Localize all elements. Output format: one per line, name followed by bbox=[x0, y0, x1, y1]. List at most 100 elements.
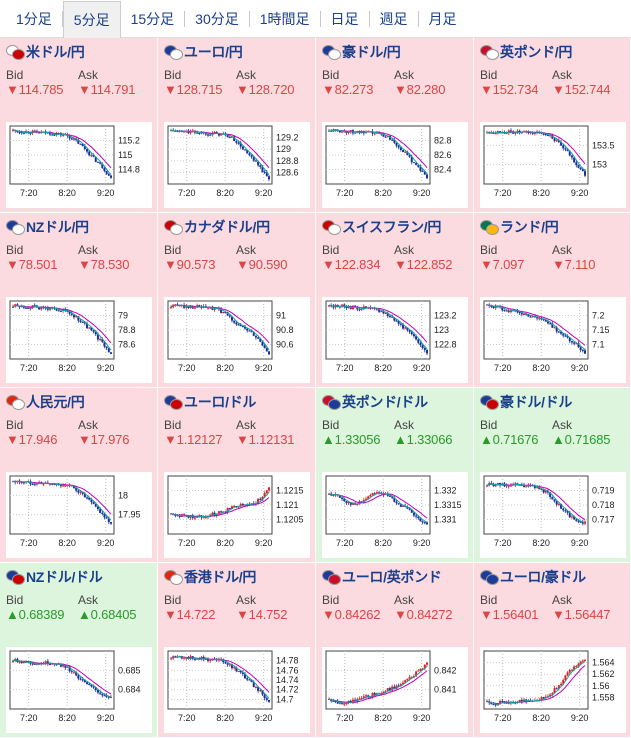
tab-timeframe[interactable]: 30分足 bbox=[185, 10, 250, 27]
rate-panel[interactable]: ユーロ/英ポンド Bid Ask ▼0.84262 ▼0.84272 0.842 0.841… bbox=[316, 563, 474, 738]
candle-body bbox=[380, 133, 383, 135]
mini-chart[interactable]: 91 90.8 90.6 7:20 8:20 9:20 bbox=[164, 297, 310, 383]
panel-title[interactable]: ランド/円 bbox=[480, 216, 624, 238]
panel-title[interactable]: 豪ドル/ドル bbox=[480, 391, 624, 413]
panel-title[interactable]: スイスフラン/円 bbox=[322, 216, 467, 238]
rate-panel[interactable]: NZドル/円 Bid Ask ▼78.501 ▼78.530 79 78.8 78.6 7:20… bbox=[0, 213, 158, 388]
currency-pair-name[interactable]: ユーロ/円 bbox=[184, 44, 243, 60]
candle-body bbox=[103, 695, 106, 697]
mini-chart[interactable]: 0.842 0.841 7:20 8:20 9:20 bbox=[322, 647, 468, 733]
mini-chart[interactable]: 153.5 153 7:20 8:20 9:20 bbox=[480, 122, 626, 208]
mini-chart[interactable]: 18 17.95 7:20 8:20 9:20 bbox=[6, 472, 152, 558]
currency-pair-name[interactable]: ランド/円 bbox=[500, 219, 559, 235]
candle-body bbox=[196, 658, 199, 660]
mini-chart[interactable]: 1.332 1.3315 1.331 7:20 8:20 9:20 bbox=[322, 472, 468, 558]
currency-pair-name[interactable]: NZドル/ドル bbox=[26, 569, 103, 585]
mini-chart[interactable]: 7.2 7.15 7.1 7:20 8:20 9:20 bbox=[480, 297, 626, 383]
moving-average-short bbox=[328, 304, 428, 350]
rate-panel[interactable]: ユーロ/豪ドル Bid Ask ▼1.56401 ▼1.56447 1.564 1.562 1… bbox=[474, 563, 631, 738]
rate-panel[interactable]: 豪ドル/円 Bid Ask ▼82.273 ▼82.280 82.8 82.6 82.4 7:2… bbox=[316, 38, 474, 213]
tab-timeframe[interactable]: 週足 bbox=[370, 10, 419, 27]
rate-panel[interactable]: 英ポンド/ドル Bid Ask ▲1.33056 ▲1.33066 1.332 1.3315… bbox=[316, 388, 474, 563]
panel-title[interactable]: 米ドル/円 bbox=[6, 41, 151, 63]
rate-panel[interactable]: スイスフラン/円 Bid Ask ▼122.834 ▼122.852 123.2 123 12… bbox=[316, 213, 474, 388]
panel-title[interactable]: 人民元/円 bbox=[6, 391, 151, 413]
currency-pair-name[interactable]: 香港ドル/円 bbox=[184, 569, 257, 585]
rate-panel[interactable]: NZドル/ドル Bid Ask ▲0.68389 ▲0.68405 0.685 0.684 7… bbox=[0, 563, 158, 738]
x-tick-label: 7:20 bbox=[494, 188, 512, 198]
mini-chart[interactable]: 82.8 82.6 82.4 7:20 8:20 9:20 bbox=[322, 122, 468, 208]
mini-chart[interactable]: 1.564 1.562 1.56 1.558 7:20 8:20 9:20 bbox=[480, 647, 626, 733]
panel-title[interactable]: ユーロ/円 bbox=[164, 41, 309, 63]
moving-average-long bbox=[12, 304, 112, 344]
currency-pair-name[interactable]: カナダドル/円 bbox=[184, 219, 270, 235]
mini-chart[interactable]: 0.685 0.684 7:20 8:20 9:20 bbox=[6, 647, 152, 733]
currency-pair-name[interactable]: ユーロ/ドル bbox=[184, 394, 257, 410]
tab-timeframe[interactable]: 月足 bbox=[428, 10, 457, 27]
mini-chart[interactable]: 0.719 0.718 0.717 7:20 8:20 9:20 bbox=[480, 472, 626, 558]
candle-body bbox=[412, 334, 415, 337]
candle-body bbox=[12, 306, 14, 308]
panel-title[interactable]: ユーロ/ドル bbox=[164, 391, 309, 413]
candle-body bbox=[57, 310, 60, 312]
mini-chart[interactable]: 79 78.8 78.6 7:20 8:20 9:20 bbox=[6, 297, 152, 383]
rate-panel[interactable]: カナダドル/円 Bid Ask ▼90.573 ▼90.590 91 90.8 90.6 7:2… bbox=[158, 213, 316, 388]
candle-body bbox=[338, 306, 341, 308]
chart-frame bbox=[325, 650, 431, 710]
panel-title[interactable]: ユーロ/英ポンド bbox=[322, 566, 467, 588]
rate-panel[interactable]: 豪ドル/ドル Bid Ask ▲0.71676 ▲0.71685 0.719 0.718 0.… bbox=[474, 388, 631, 563]
panel-title[interactable]: カナダドル/円 bbox=[164, 216, 309, 238]
y-tick-label: 14.78 bbox=[276, 656, 299, 666]
panel-title[interactable]: ユーロ/豪ドル bbox=[480, 566, 624, 588]
tab-timeframe[interactable]: 15分足 bbox=[121, 10, 186, 27]
rate-panel[interactable]: 米ドル/円 Bid Ask ▼114.785 ▼114.791 115.2 115 114.8… bbox=[0, 38, 158, 213]
candle-body bbox=[257, 686, 260, 691]
currency-pair-name[interactable]: NZドル/円 bbox=[26, 219, 89, 235]
rate-panel[interactable]: ランド/円 Bid Ask ▼7.097 ▼7.110 7.2 7.15 7.1 7:20 8:2… bbox=[474, 213, 631, 388]
tab-timeframe[interactable]: 日足 bbox=[321, 10, 370, 27]
rate-panel[interactable]: 香港ドル/円 Bid Ask ▼14.722 ▼14.752 14.78 14.76 14.7… bbox=[158, 563, 316, 738]
candle-body bbox=[408, 508, 411, 510]
ask-value: ▼1.12131 bbox=[236, 432, 295, 447]
candle-body bbox=[397, 503, 400, 505]
candle-body bbox=[64, 664, 67, 668]
currency-pair-name[interactable]: 米ドル/円 bbox=[26, 44, 85, 60]
candle-body bbox=[555, 501, 558, 505]
candle-body bbox=[207, 134, 210, 136]
currency-pair-name[interactable]: 豪ドル/ドル bbox=[500, 394, 573, 410]
mini-chart[interactable]: 129.2 129 128.8 128.6 7:20 8:20 9:20 bbox=[164, 122, 310, 208]
candle-body bbox=[252, 331, 255, 336]
rate-panel[interactable]: ユーロ/円 Bid Ask ▼128.715 ▼128.720 129.2 129 128.8… bbox=[158, 38, 316, 213]
panel-title[interactable]: NZドル/ドル bbox=[6, 566, 151, 588]
tab-timeframe[interactable]: 5分足 bbox=[62, 0, 121, 39]
currency-flags-icon bbox=[480, 220, 499, 235]
panel-title[interactable]: NZドル/円 bbox=[6, 216, 151, 238]
currency-pair-name[interactable]: ユーロ/豪ドル bbox=[500, 569, 586, 585]
panel-title[interactable]: 豪ドル/円 bbox=[322, 41, 467, 63]
currency-pair-name[interactable]: 豪ドル/円 bbox=[342, 44, 401, 60]
mini-chart[interactable]: 123.2 123 122.8 7:20 8:20 9:20 bbox=[322, 297, 468, 383]
mini-chart[interactable]: 14.78 14.76 14.74 14.72 14.7 7:20 8:20 9:20 bbox=[164, 647, 310, 733]
mini-chart[interactable]: 1.1215 1.121 1.1205 7:20 8:20 9:20 bbox=[164, 472, 310, 558]
panel-title[interactable]: 英ポンド/円 bbox=[480, 41, 624, 63]
tab-timeframe[interactable]: 1時間足 bbox=[250, 10, 321, 27]
candle-body bbox=[49, 663, 52, 665]
panel-title[interactable]: 英ポンド/ドル bbox=[322, 391, 467, 413]
currency-pair-name[interactable]: 英ポンド/円 bbox=[500, 44, 573, 60]
panel-title[interactable]: 香港ドル/円 bbox=[164, 566, 309, 588]
currency-pair-name[interactable]: 人民元/円 bbox=[26, 394, 85, 410]
tab-timeframe[interactable]: 1分足 bbox=[6, 10, 63, 27]
y-tick-label: 14.7 bbox=[276, 694, 294, 704]
y-tick-label: 123 bbox=[434, 325, 449, 335]
rate-panel[interactable]: 人民元/円 Bid Ask ▼17.946 ▼17.976 18 17.95 7:20 8:20… bbox=[0, 388, 158, 563]
currency-pair-name[interactable]: 英ポンド/ドル bbox=[342, 394, 428, 410]
moving-average-short bbox=[170, 655, 270, 699]
y-tick-label: 14.72 bbox=[276, 685, 299, 695]
rate-panel[interactable]: ユーロ/ドル Bid Ask ▼1.12127 ▼1.12131 1.1215 1.121 1… bbox=[158, 388, 316, 563]
rate-panel[interactable]: 英ポンド/円 Bid Ask ▼152.734 ▼152.744 153.5 153 7:20… bbox=[474, 38, 631, 213]
mini-chart[interactable]: 115.2 115 114.8 7:20 8:20 9:20 bbox=[6, 122, 152, 208]
bid-label: Bid bbox=[6, 418, 24, 432]
candle-body bbox=[99, 162, 102, 164]
currency-pair-name[interactable]: スイスフラン/円 bbox=[342, 219, 442, 235]
currency-pair-name[interactable]: ユーロ/英ポンド bbox=[342, 569, 442, 585]
